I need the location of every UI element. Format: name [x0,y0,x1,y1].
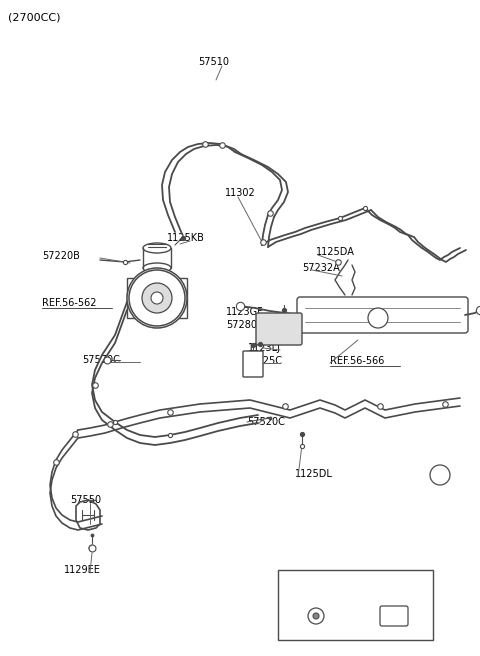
Text: 57520C: 57520C [247,417,285,427]
Circle shape [127,268,187,328]
Text: 1123LJ: 1123LJ [248,343,281,353]
Text: 57280: 57280 [226,320,257,330]
Text: REF.56-562: REF.56-562 [42,298,96,308]
Circle shape [89,545,95,551]
Text: 11302: 11302 [225,188,256,198]
Text: A: A [437,470,443,480]
Text: REF.56-566: REF.56-566 [330,356,384,366]
Circle shape [308,608,324,624]
Bar [127,278,187,318]
FancyBboxPatch shape [380,606,408,626]
Circle shape [129,270,185,326]
Text: 1129EE: 1129EE [64,565,101,575]
Text: (2700CC): (2700CC) [8,13,60,23]
Circle shape [147,288,167,308]
Circle shape [368,308,388,328]
Circle shape [142,283,172,313]
FancyBboxPatch shape [297,297,468,333]
Text: 57510: 57510 [198,57,229,67]
Circle shape [430,465,450,485]
Circle shape [137,278,177,318]
Text: 1123GF: 1123GF [226,307,264,317]
Circle shape [151,292,163,304]
Circle shape [313,613,319,619]
FancyBboxPatch shape [256,313,302,345]
Text: 57570C: 57570C [82,355,120,365]
Text: 57587A: 57587A [357,572,395,582]
Text: 13395A: 13395A [289,572,326,582]
Text: 57220B: 57220B [42,251,80,261]
Text: A: A [375,314,381,323]
Bar [278,570,433,640]
Text: 1125DA: 1125DA [316,247,355,257]
Text: 57232A: 57232A [302,263,340,273]
Text: 57225C: 57225C [244,356,282,366]
Text: 57550: 57550 [70,495,101,505]
Text: 1125DL: 1125DL [295,469,333,479]
Text: 1125KB: 1125KB [167,233,205,243]
FancyBboxPatch shape [243,351,263,377]
